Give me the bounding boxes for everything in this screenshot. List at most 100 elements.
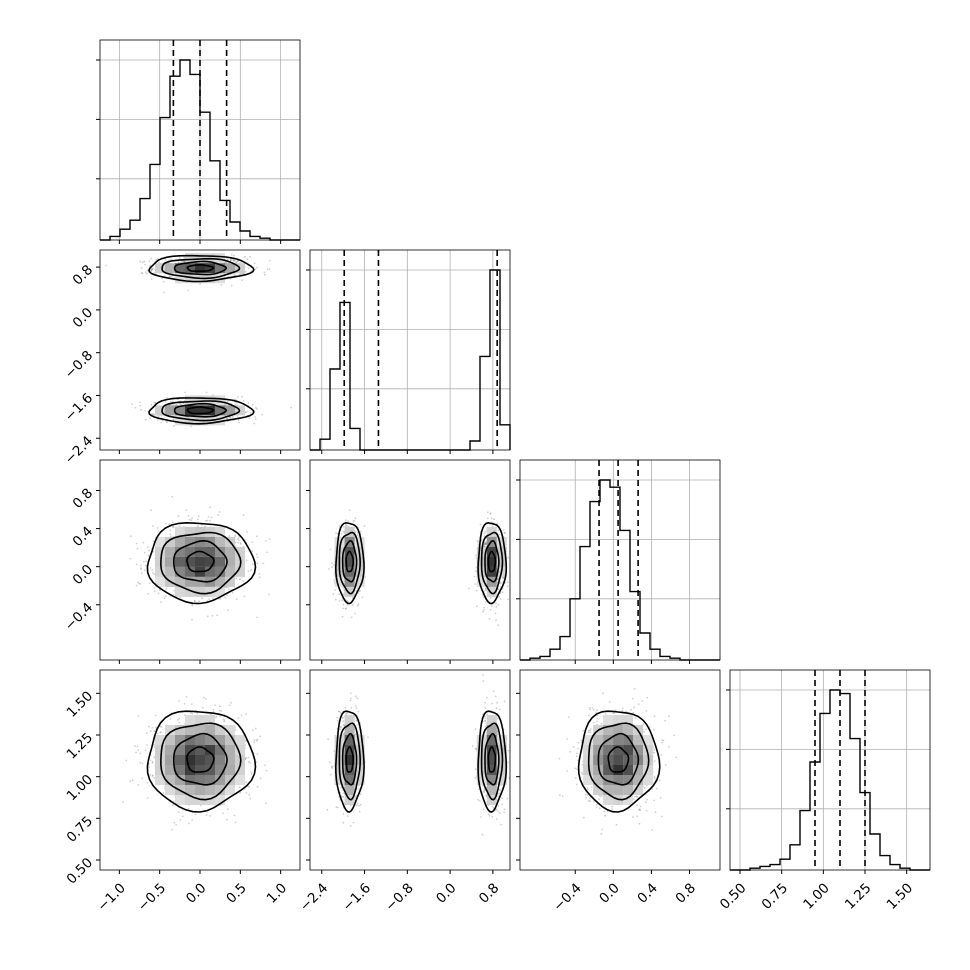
scatter-point: [169, 275, 172, 278]
scatter-point: [234, 541, 237, 544]
scatter-point: [131, 403, 134, 405]
scatter-point: [216, 614, 219, 617]
scatter-point: [182, 402, 184, 405]
scatter-point: [329, 548, 332, 551]
scatter-point: [338, 600, 341, 602]
scatter-point: [347, 600, 349, 603]
scatter-point: [245, 411, 247, 414]
scatter-point: [239, 273, 242, 275]
scatter-point: [259, 777, 262, 780]
scatter-point: [356, 604, 359, 607]
scatter-point: [143, 551, 146, 554]
scatter-point: [246, 531, 249, 533]
density-cell: [205, 566, 215, 577]
density-cell: [165, 556, 175, 567]
scatter-point: [160, 601, 163, 604]
scatter-point: [254, 406, 257, 409]
scatter-point: [172, 593, 175, 596]
scatter-point: [237, 717, 240, 719]
scatter-point: [228, 704, 231, 707]
density-cell: [155, 576, 165, 587]
scatter-point: [253, 262, 256, 265]
scatter-point: [151, 727, 154, 729]
density-cell: [205, 405, 215, 416]
scatter-point: [341, 599, 343, 602]
scatter-point: [497, 588, 500, 591]
scatter-point: [493, 518, 495, 521]
scatter-point: [152, 525, 154, 527]
scatter-point: [136, 547, 139, 550]
scatter-point: [139, 752, 142, 755]
scatter-point: [150, 268, 153, 271]
scatter-point: [169, 533, 172, 536]
scatter-point: [245, 559, 248, 562]
scatter-point: [335, 532, 337, 535]
histogram-step: [730, 689, 930, 871]
density-cell: [165, 263, 175, 274]
scatter-point: [251, 541, 254, 544]
scatter-point: [137, 784, 140, 786]
scatter-point: [342, 586, 345, 589]
scatter-point: [145, 418, 147, 421]
density-cell: [235, 546, 245, 557]
scatter-point: [234, 398, 237, 401]
scatter-point: [191, 517, 194, 519]
scatter-point: [183, 261, 186, 263]
scatter-point: [171, 525, 174, 528]
scatter-point: [162, 280, 165, 283]
scatter-point: [234, 545, 237, 548]
scatter-point: [144, 749, 147, 752]
density-cell: [175, 263, 185, 274]
density-cell: [195, 395, 205, 406]
scatter-point: [242, 514, 245, 516]
scatter-point: [200, 524, 203, 526]
scatter-point: [238, 578, 241, 581]
joint-panel-0-1: [99, 249, 301, 451]
scatter-point: [140, 567, 142, 569]
density-cell: [155, 556, 165, 567]
scatter-point: [141, 762, 144, 765]
contour-line: [148, 397, 255, 425]
scatter-point: [170, 535, 172, 538]
scatter-point: [258, 576, 261, 579]
scatter-point: [477, 541, 479, 543]
scatter-point: [141, 272, 144, 274]
scatter-point: [144, 263, 146, 266]
density-cell: [185, 395, 195, 406]
scatter-point: [129, 557, 132, 560]
scatter-point: [178, 261, 180, 264]
scatter-point: [354, 612, 357, 615]
scatter-point: [499, 598, 502, 600]
scatter-point: [245, 713, 248, 715]
density-cell: [175, 566, 185, 577]
scatter-point: [350, 616, 353, 619]
scatter-point: [205, 519, 207, 522]
scatter-point: [149, 730, 152, 732]
density-cell: [185, 415, 195, 426]
scatter-point: [218, 709, 221, 712]
scatter-point: [266, 551, 268, 554]
scatter-point: [172, 804, 174, 806]
scatter-point: [149, 582, 151, 585]
scatter-point: [141, 261, 144, 264]
scatter-point: [134, 406, 137, 409]
scatter-point: [484, 587, 487, 590]
scatter-point: [495, 605, 498, 608]
scatter-point: [254, 418, 257, 421]
scatter-point: [206, 519, 209, 522]
scatter-point: [140, 272, 143, 275]
scatter-point: [506, 581, 509, 584]
scatter-point: [169, 401, 172, 403]
scatter-point: [245, 792, 248, 794]
density-cell: [155, 263, 165, 274]
scatter-point: [187, 289, 190, 292]
scatter-point: [197, 515, 200, 518]
density-cell: [175, 273, 185, 284]
scatter-point: [183, 702, 186, 705]
scatter-point: [177, 261, 180, 264]
scatter-point: [209, 520, 212, 522]
scatter-point: [183, 256, 186, 259]
scatter-point: [256, 562, 259, 565]
density-cell: [235, 566, 245, 577]
